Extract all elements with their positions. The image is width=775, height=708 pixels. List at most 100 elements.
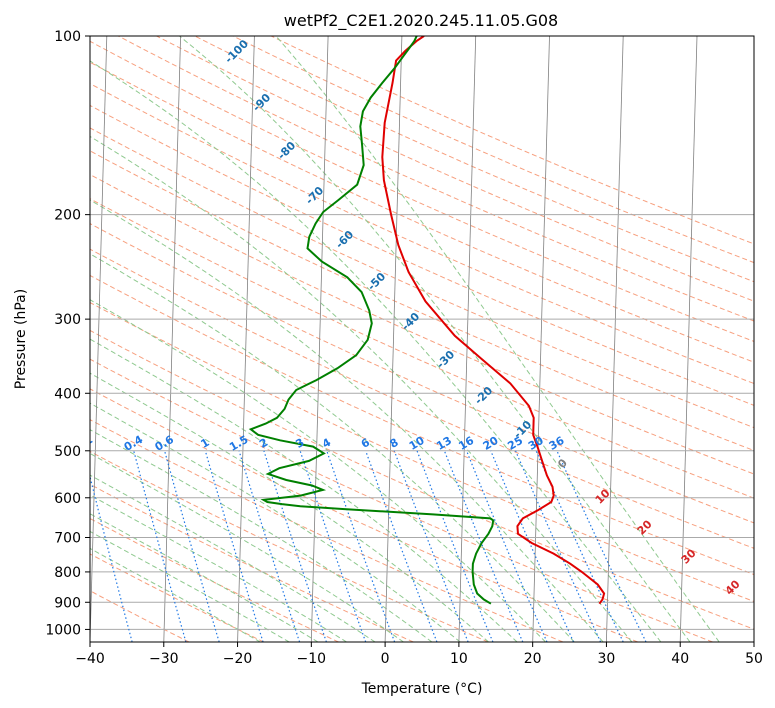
- moist-adiabat-line: [90, 530, 290, 642]
- x-tick-label: 30: [598, 651, 616, 667]
- line-labels: -100-90-80-70-60-50-40-30-20-10010203040…: [25, 37, 743, 598]
- isotherm-line: [753, 627, 754, 642]
- x-tick-label: 10: [450, 651, 468, 667]
- mixing-ratio-line: [164, 450, 220, 642]
- dry-adiabat-line: [90, 483, 414, 642]
- potential-temp-label: -40: [399, 310, 422, 333]
- wet-bulb-label: 40: [723, 577, 743, 597]
- y-tick-label: 700: [54, 531, 81, 547]
- mixing-ratio-line: [515, 450, 602, 642]
- mixing-ratio-label: 36: [547, 434, 567, 453]
- y-tick-label: 1000: [45, 622, 81, 638]
- mixing-ratio-line: [365, 450, 438, 642]
- isotherm-line: [310, 36, 329, 642]
- x-tick-label: −40: [75, 651, 105, 667]
- moist-adiabat-line: [90, 299, 546, 642]
- mixing-ratio-label: 20: [481, 434, 501, 453]
- moist-adiabat-line: [90, 338, 518, 642]
- dry-adiabat-line: [118, 36, 754, 322]
- isotherm-line: [163, 36, 181, 642]
- dry-adiabat-line: [90, 104, 754, 406]
- y-tick-label: 900: [54, 595, 81, 611]
- dry-adiabat-line: [90, 301, 754, 603]
- isotherm-line: [237, 36, 255, 642]
- mixing-ratio-line: [90, 474, 133, 642]
- y-tick-label: 100: [54, 29, 81, 45]
- mixing-ratio-line: [416, 450, 494, 642]
- series-layer: [248, 36, 606, 605]
- y-tick-label: 500: [54, 444, 81, 460]
- moist-adiabat-line: [90, 253, 575, 642]
- mixing-ratio-label: 16: [456, 434, 476, 453]
- isotherm-line: [90, 36, 108, 642]
- dry-adiabat-line: [90, 173, 754, 475]
- x-tick-label: 50: [745, 651, 763, 667]
- moist-adiabat-line: [90, 199, 604, 642]
- x-axis-label: Temperature (°C): [361, 681, 483, 697]
- mixing-ratio-line: [443, 450, 524, 642]
- moist-adiabat-line: [90, 547, 261, 642]
- mixing-ratio-label: 0.1: [25, 433, 48, 454]
- mixing-ratio-line: [204, 450, 264, 642]
- plot-frame: [89, 35, 755, 643]
- dry-adiabat-line: [90, 388, 638, 642]
- mixing-ratio-line: [393, 450, 469, 642]
- x-tick-label: −30: [149, 651, 179, 667]
- potential-temp-label: 0: [555, 456, 570, 471]
- x-tick-label: −10: [297, 651, 327, 667]
- moist-adiabat-line: [90, 452, 404, 642]
- potential-temp-label: -90: [250, 91, 273, 114]
- dry-adiabat-line: [90, 590, 190, 642]
- isotherm-line: [679, 36, 698, 642]
- dry-adiabat-line: [90, 222, 754, 524]
- mixing-ratio-label: 4: [320, 436, 333, 451]
- dry-adiabat-line: [156, 36, 754, 302]
- dry-adiabat-line: [270, 36, 754, 245]
- y-tick-label: 600: [54, 491, 81, 507]
- dewpoint-profile: [248, 36, 495, 605]
- mixing-ratio-line: [299, 450, 367, 642]
- mixing-ratio-label: 0.2: [72, 433, 95, 454]
- y-tick-label: 400: [54, 386, 81, 402]
- wet-bulb-label: 30: [679, 546, 699, 566]
- isotherm-line: [458, 36, 477, 642]
- dry-adiabat-line: [90, 61, 754, 363]
- isotherm-line: [606, 36, 624, 642]
- moist-adiabat-line: [90, 135, 633, 642]
- mixing-ratio-line: [466, 450, 548, 642]
- x-tick-label: −20: [223, 651, 253, 667]
- isotherm-line: [532, 36, 550, 642]
- chart-title: wetPf2_C2E1.2020.245.11.05.G08: [284, 11, 558, 31]
- dry-adiabat-line: [90, 83, 754, 385]
- moist-adiabat-line: [90, 372, 489, 642]
- isotherm-line: [384, 36, 403, 642]
- moist-adiabat-line: [90, 429, 433, 642]
- potential-temp-label: -80: [275, 139, 298, 162]
- background-lines: [90, 36, 754, 642]
- dry-adiabat-line: [90, 450, 489, 642]
- mixing-ratio-line: [326, 450, 396, 642]
- dry-adiabat-line: [90, 127, 754, 429]
- mixing-ratio-label: 8: [387, 436, 400, 451]
- mixing-ratio-line: [238, 450, 301, 642]
- dry-adiabat-line: [90, 329, 754, 630]
- mixing-ratio-line: [263, 450, 327, 642]
- temperature-profile: [381, 36, 606, 605]
- mixing-ratio-line: [556, 450, 647, 642]
- moist-adiabat-line: [275, 36, 720, 642]
- y-axis-label: Pressure (hPa): [13, 289, 29, 389]
- dry-adiabat-line: [90, 419, 564, 642]
- moist-adiabat-line: [90, 513, 319, 642]
- y-tick-label: 200: [54, 208, 81, 224]
- mixing-ratio-line: [490, 450, 575, 642]
- x-tick-label: 20: [524, 651, 542, 667]
- mixing-ratio-label: 30: [526, 434, 546, 453]
- y-tick-label: 800: [54, 565, 81, 581]
- potential-temp-label: -60: [333, 228, 356, 251]
- dry-adiabat-line: [90, 358, 713, 642]
- moist-adiabat-line: [90, 402, 461, 642]
- mixing-ratio-line: [133, 450, 187, 642]
- axes: −40 −30 −20 −10 0 10 20 30 40 5010020030040050060…: [45, 29, 763, 667]
- moist-adiabat-line: [90, 474, 376, 642]
